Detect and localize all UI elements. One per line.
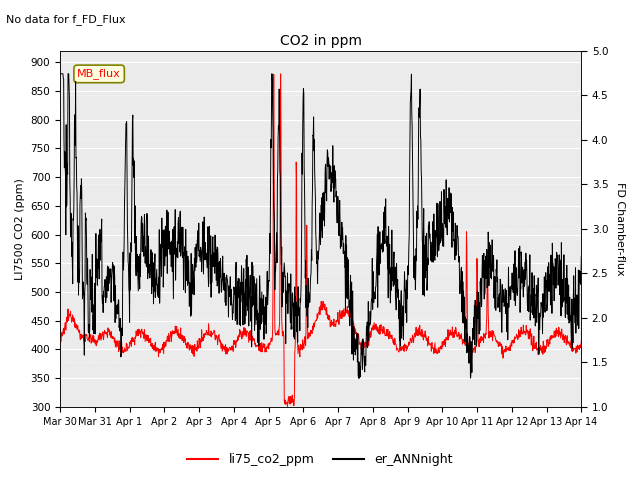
Title: CO2 in ppm: CO2 in ppm — [280, 34, 362, 48]
Y-axis label: LI7500 CO2 (ppm): LI7500 CO2 (ppm) — [15, 178, 25, 280]
Text: No data for f_FD_Flux: No data for f_FD_Flux — [6, 14, 126, 25]
Text: MB_flux: MB_flux — [77, 69, 121, 79]
Y-axis label: FD Chamber-flux: FD Chamber-flux — [615, 182, 625, 276]
Legend: li75_co2_ppm, er_ANNnight: li75_co2_ppm, er_ANNnight — [182, 448, 458, 471]
